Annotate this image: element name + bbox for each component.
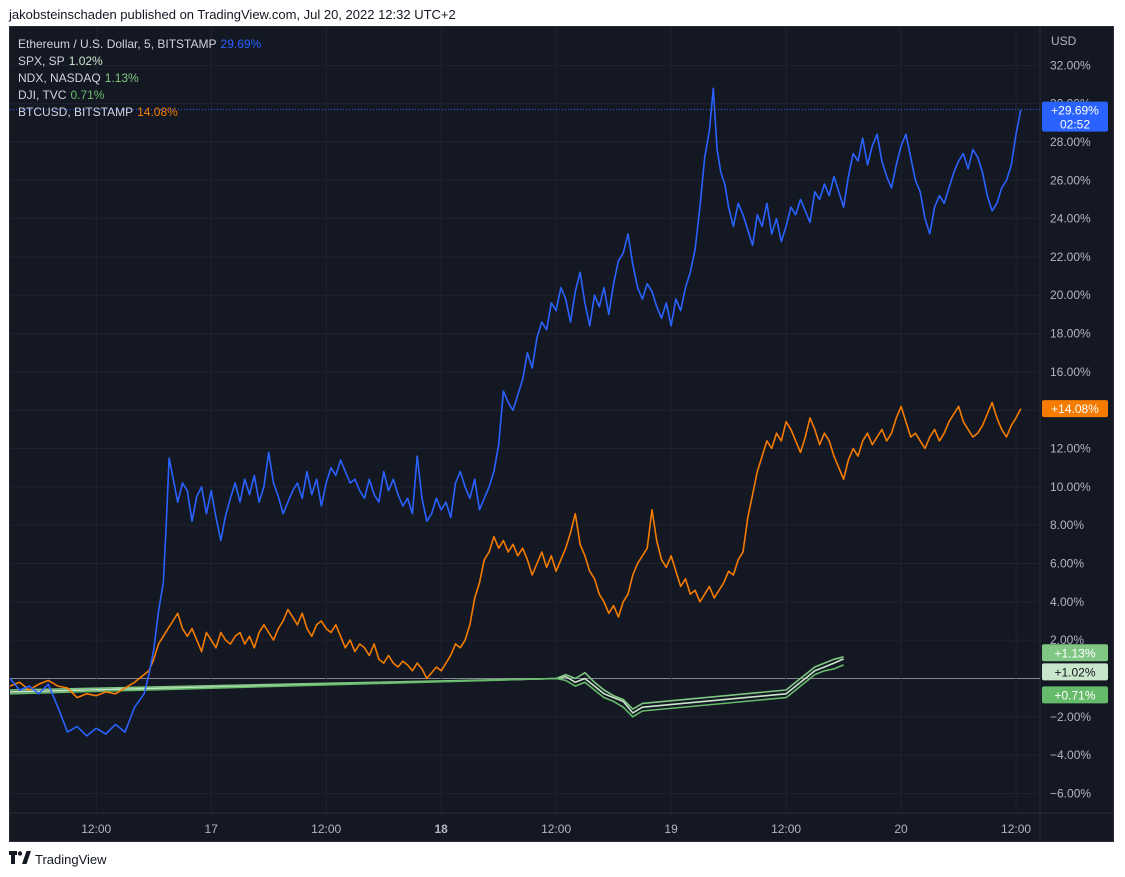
series-line — [10, 656, 844, 710]
x-tick-label: 20 — [894, 822, 908, 836]
y-tick-label: 32.00% — [1050, 58, 1091, 72]
y-tick-label: 18.00% — [1050, 327, 1091, 341]
badge-bg — [1042, 400, 1108, 418]
x-tick-label: 12:00 — [311, 822, 341, 836]
last-value-badge: +1.13% — [1042, 644, 1108, 662]
y-tick-label: 24.00% — [1050, 212, 1091, 226]
legend-item[interactable]: NDX, NASDAQ 1.13% — [18, 70, 261, 87]
legend-item[interactable]: DJI, TVC 0.71% — [18, 87, 261, 104]
x-tick-label: 18 — [434, 822, 448, 836]
y-tick-label: 16.00% — [1050, 365, 1091, 379]
y-tick-label: 20.00% — [1050, 288, 1091, 302]
legend-label: Ethereum / U.S. Dollar, 5, BITSTAMP — [18, 37, 217, 51]
y-tick-label: 2.00% — [1050, 633, 1084, 647]
badge-bg — [1042, 663, 1108, 681]
y-tick-label: 12.00% — [1050, 442, 1091, 456]
badge-value: +1.02% — [1054, 665, 1095, 679]
badge-value: +0.71% — [1054, 688, 1095, 702]
legend-label: DJI, TVC — [18, 88, 67, 102]
x-tick-label: 19 — [664, 822, 678, 836]
y-tick-label: 28.00% — [1050, 135, 1091, 149]
legend-value: 29.69% — [220, 37, 262, 51]
chart-panel[interactable] — [9, 26, 1114, 842]
last-value-badge: +0.71% — [1042, 686, 1108, 704]
time-axis[interactable]: 12:00 17 12:00 18 12:00 19 12:00 20 12:00 — [81, 822, 1031, 836]
axis-unit-label: USD — [1051, 34, 1077, 48]
legend-item[interactable]: Ethereum / U.S. Dollar, 5, BITSTAMP 29.69… — [18, 36, 261, 53]
legend-item[interactable]: BTCUSD, BITSTAMP 14.08% — [18, 104, 261, 121]
last-value-badges: +29.69%02:52 +14.08% +1.13% +1.02% +0.71% — [1042, 101, 1108, 704]
legend-item[interactable]: SPX, SP 1.02% — [18, 53, 261, 70]
badge-bg — [1042, 644, 1108, 662]
legend-value: 1.02% — [68, 54, 103, 68]
legend-value: 14.08% — [137, 105, 178, 119]
last-value-badge: +1.02% — [1042, 663, 1108, 681]
legend-value: 1.13% — [104, 71, 139, 85]
x-tick-label: 12:00 — [541, 822, 571, 836]
badge-bg — [1042, 686, 1108, 704]
publish-header: jakobsteinschaden published on TradingVi… — [9, 7, 456, 22]
footer-brand[interactable]: TradingView — [35, 851, 107, 867]
badge-countdown: 02:52 — [1060, 118, 1090, 132]
grid — [10, 27, 1113, 841]
x-tick-label: 12:00 — [771, 822, 801, 836]
y-tick-label: 10.00% — [1050, 480, 1091, 494]
y-tick-label: 6.00% — [1050, 556, 1084, 570]
x-tick-label: 12:00 — [1001, 822, 1031, 836]
badge-value: +14.08% — [1051, 402, 1099, 416]
badge-bg — [1042, 101, 1108, 132]
y-tick-label: 22.00% — [1050, 250, 1091, 264]
y-tick-label: 8.00% — [1050, 518, 1084, 532]
chart-canvas[interactable]: USD −6.00% −4.00% −2.00% 2.00% 4.00% 6.00% 8.00… — [10, 27, 1113, 841]
x-tick-label: 17 — [205, 822, 219, 836]
legend-label: NDX, NASDAQ — [18, 71, 101, 85]
legend-label: SPX, SP — [18, 54, 65, 68]
series-line — [10, 87, 1022, 737]
tradingview-logo-icon[interactable] — [9, 851, 31, 867]
series-line — [10, 658, 844, 714]
price-axis[interactable]: USD −6.00% −4.00% −2.00% 2.00% 4.00% 6.00% 8.00… — [1050, 34, 1091, 800]
badge-value: +1.13% — [1054, 646, 1095, 660]
y-tick-label: 4.00% — [1050, 595, 1084, 609]
last-value-badge: +14.08% — [1042, 400, 1108, 418]
y-tick-label: −2.00% — [1050, 710, 1091, 724]
badge-value: +29.69% — [1051, 104, 1099, 118]
x-tick-label: 12:00 — [81, 822, 111, 836]
series-line — [10, 664, 844, 718]
series-lines — [10, 87, 1040, 737]
legend-label: BTCUSD, BITSTAMP — [18, 105, 134, 119]
series-line — [10, 401, 1022, 699]
y-tick-label: −4.00% — [1050, 748, 1091, 762]
y-tick-label: −6.00% — [1050, 786, 1091, 800]
footer: TradingView — [9, 851, 107, 867]
legend-value: 0.71% — [70, 88, 105, 102]
last-value-badge: +29.69%02:52 — [1042, 101, 1108, 132]
chart-legend: Ethereum / U.S. Dollar, 5, BITSTAMP 29.69… — [18, 36, 261, 121]
y-tick-label: 26.00% — [1050, 173, 1091, 187]
